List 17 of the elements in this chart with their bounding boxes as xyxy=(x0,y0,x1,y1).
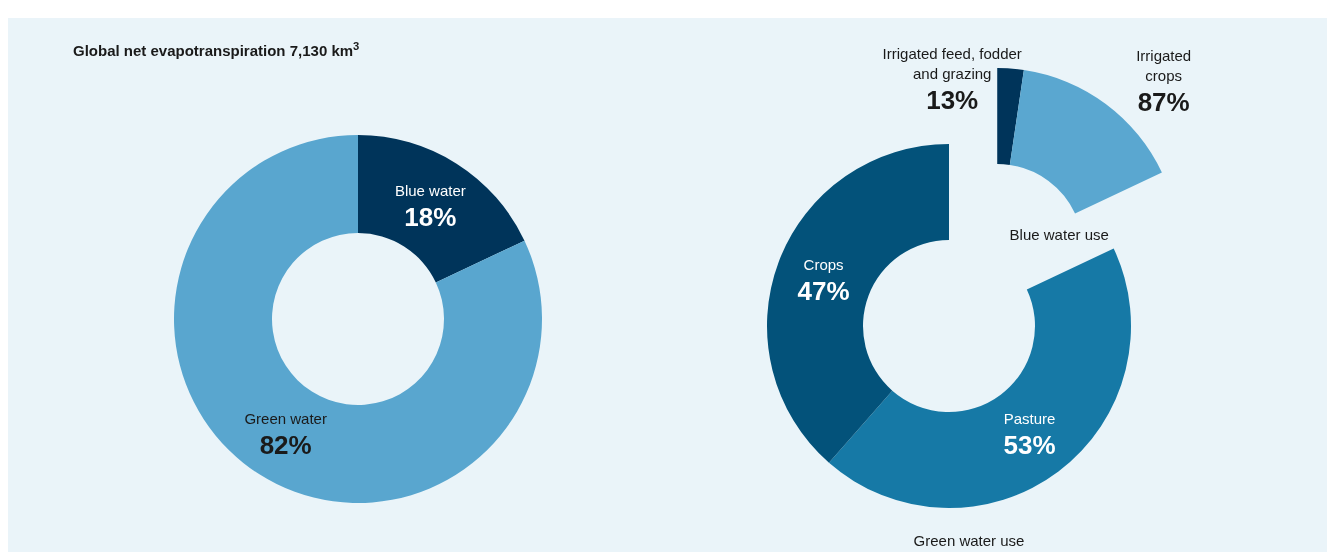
data-label: 53% xyxy=(1003,430,1056,461)
data-label: 47% xyxy=(797,275,850,306)
data-label: 18% xyxy=(404,202,457,233)
data-label: 87% xyxy=(1137,86,1190,117)
chart-title: Global net evapotranspiration 7,130 km$^{3}$ xyxy=(73,40,360,59)
slice-label: Blue water xyxy=(394,182,466,200)
slice-label: Crops xyxy=(803,255,844,273)
slice-label: Pasture xyxy=(1003,410,1056,428)
slice-label: Irrigated crops xyxy=(1136,46,1192,84)
data-label: 82% xyxy=(259,429,312,460)
text: Green water use xyxy=(913,532,1025,549)
donut-slice xyxy=(174,135,542,503)
slice-label: Irrigated feed, fodder and grazing xyxy=(882,45,1022,83)
text: Blue water use xyxy=(1009,226,1109,244)
donut-slice xyxy=(358,135,525,283)
data-label: 13% xyxy=(926,85,979,116)
slice-label: Green water xyxy=(244,409,327,427)
